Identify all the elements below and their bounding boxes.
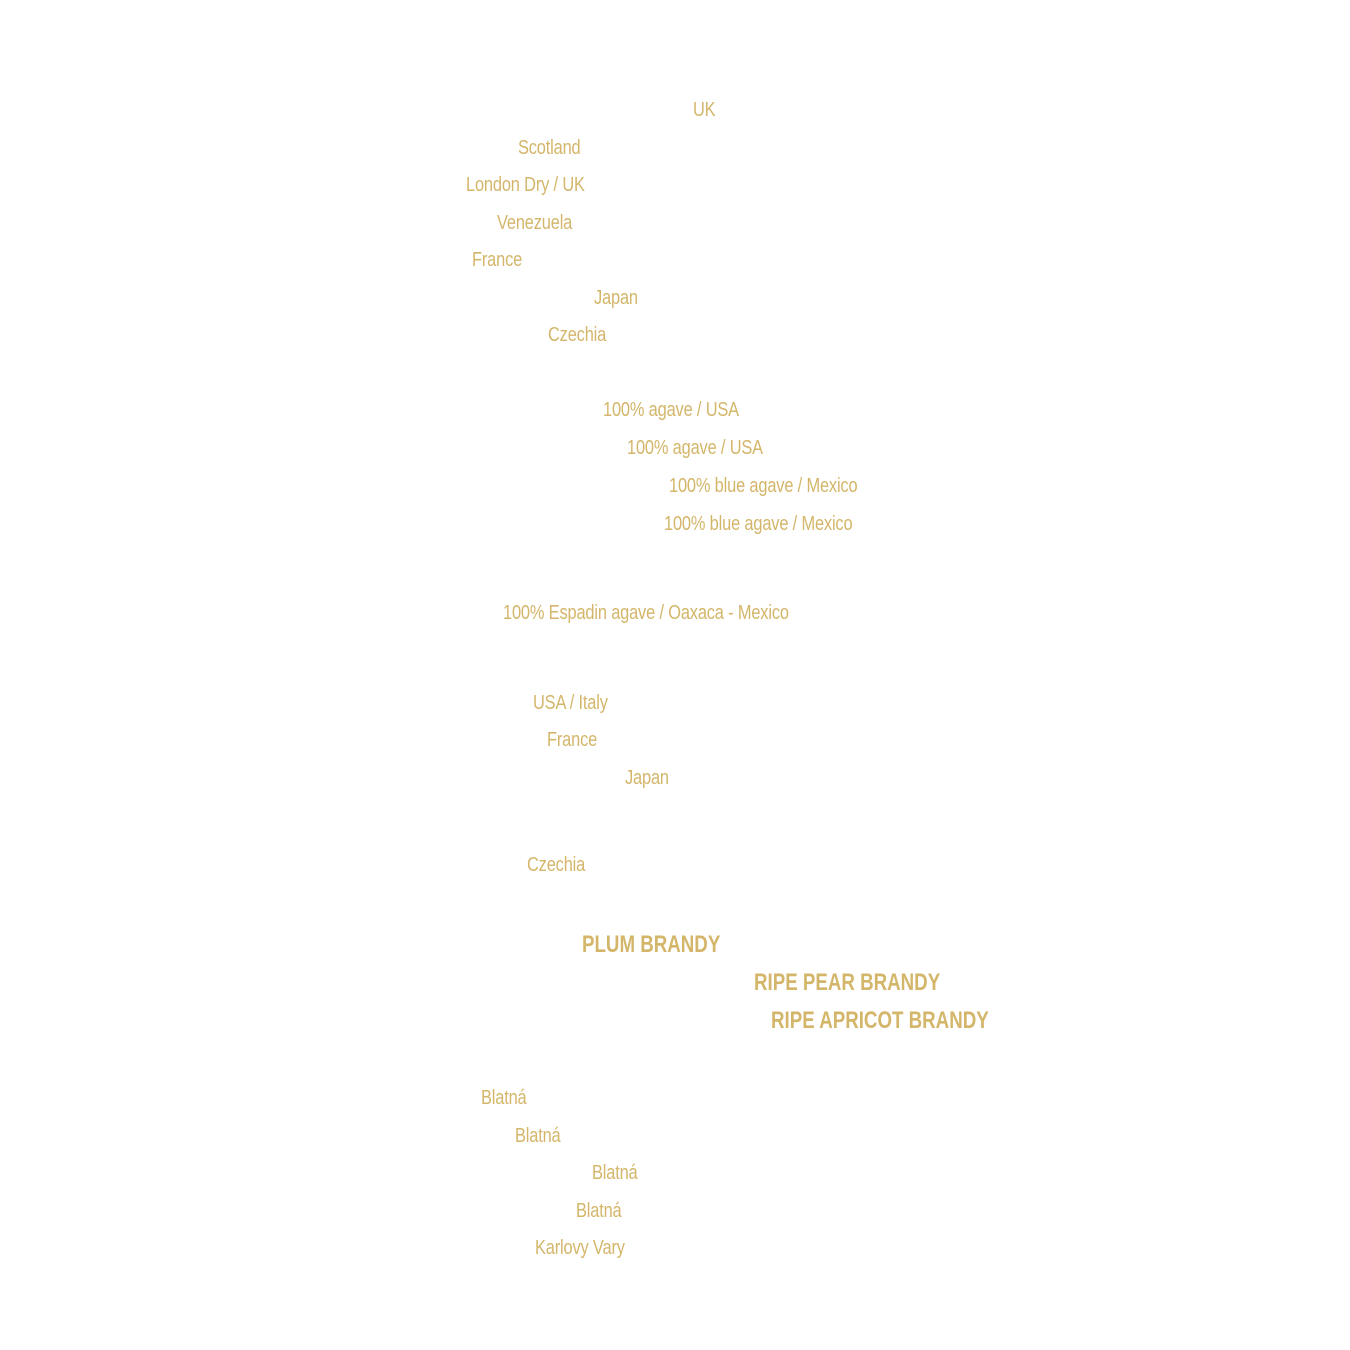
vodka-origin-3: Japan [625,767,669,789]
schnapps-type-1: PLUM BRANDY [582,931,721,958]
gin-origin-3: London Dry / UK [466,174,585,196]
tequila-origin-1: 100% agave / USA [603,399,739,421]
liqueur-origin-3: Blatná [592,1162,638,1184]
vodka-origin-1: USA / Italy [533,692,608,714]
schnapps-type-2: RIPE PEAR BRANDY [754,969,941,996]
gin-origin-2: Scotland [518,137,581,159]
liqueur-origin-4: Blatná [576,1200,622,1222]
liqueur-origin-5: Karlovy Vary [535,1237,625,1259]
gin-origin-6: Japan [594,287,638,309]
tequila-origin-3: 100% blue agave / Mexico [669,475,858,497]
tequila-origin-2: 100% agave / USA [627,437,763,459]
absinth-origin-1: Czechia [527,854,586,876]
schnapps-type-3: RIPE APRICOT BRANDY [771,1007,989,1034]
liqueur-origin-2: Blatná [515,1125,561,1147]
gin-origin-5: France [472,249,523,271]
vodka-origin-2: France [547,729,598,751]
tequila-origin-4: 100% blue agave / Mexico [664,513,853,535]
mezcal-origin-1: 100% Espadin agave / Oaxaca - Mexico [503,602,789,624]
liqueur-origin-1: Blatná [481,1087,527,1109]
gin-origin-1: UK [693,99,716,121]
gin-origin-7: Czechia [548,324,607,346]
gin-origin-4: Venezuela [497,212,573,234]
